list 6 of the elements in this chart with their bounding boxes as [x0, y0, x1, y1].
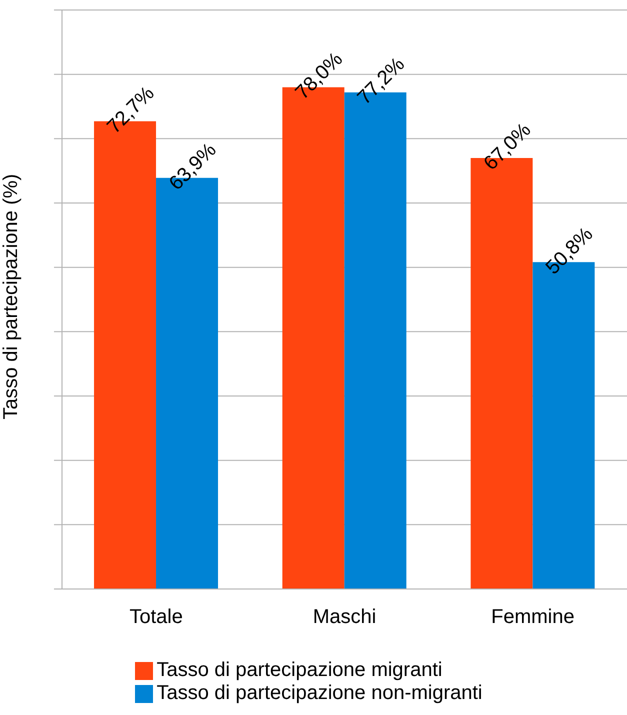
x-tick-label: Totale — [129, 606, 183, 628]
legend-label: Tasso di partecipazione migranti — [156, 659, 442, 681]
x-tick-label: Maschi — [312, 606, 376, 628]
y-axis-title: Tasso di partecipazione (%) — [0, 174, 22, 420]
legend-label: Tasso di partecipazione non-migranti — [156, 682, 482, 704]
x-tick-label: Femmine — [491, 606, 575, 628]
